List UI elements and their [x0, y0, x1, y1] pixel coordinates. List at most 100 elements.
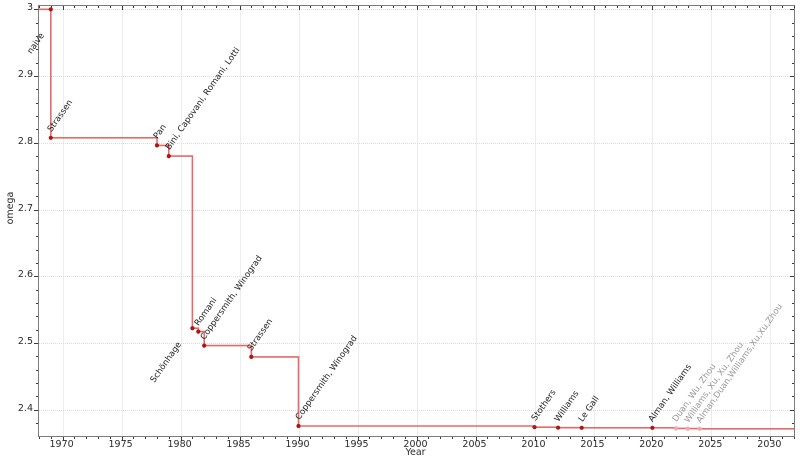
x-tick-top: [62, 6, 64, 10]
x-tick: [62, 437, 64, 441]
x-tick: [381, 437, 383, 439]
x-tick: [499, 437, 501, 439]
y-gridline: [39, 142, 794, 144]
y-tick-right: [790, 409, 794, 411]
data-point: [249, 354, 254, 359]
y-tick-right: [792, 116, 794, 118]
y-tick-right: [792, 423, 794, 424]
y-tick: [36, 249, 38, 251]
y-tick-right: [792, 316, 794, 318]
x-tick: [322, 437, 324, 439]
y-tick-label: 2.5: [17, 335, 33, 347]
x-gridline: [357, 6, 359, 436]
y-tick: [34, 142, 38, 144]
x-tick: [605, 437, 607, 439]
x-gridline: [298, 6, 300, 436]
x-gridline: [475, 6, 477, 436]
x-tick-top: [723, 6, 725, 8]
x-tick-top: [794, 6, 795, 8]
series-canvas: [39, 7, 794, 431]
x-tick-top: [86, 6, 88, 8]
x-tick-label: 1990: [285, 439, 310, 450]
x-tick: [735, 437, 736, 439]
y-tick: [36, 316, 38, 318]
y-tick: [36, 396, 38, 398]
y-tick-right: [790, 9, 794, 11]
y-tick: [36, 129, 38, 131]
y-tick: [36, 222, 38, 224]
x-tick: [133, 437, 135, 439]
y-tick-right: [792, 289, 794, 291]
x-tick-top: [180, 6, 182, 10]
plot-area: naive Strassen Pan Bini, Capovani, Romani, …: [25, 5, 795, 441]
x-tick: [357, 437, 359, 441]
x-tick: [534, 437, 536, 441]
x-tick: [369, 437, 371, 439]
x-tick-top: [546, 6, 548, 8]
x-tick-top: [522, 6, 524, 8]
x-tick: [770, 437, 772, 441]
y-tick-right: [792, 196, 794, 198]
y-tick: [36, 36, 38, 37]
y-tick-label: 2.4: [17, 402, 33, 414]
x-tick-top: [50, 6, 52, 8]
y-tick-right: [792, 22, 794, 24]
x-tick: [50, 437, 52, 439]
y-tick-label: 2.7: [17, 202, 33, 214]
x-tick: [109, 437, 111, 439]
x-tick-top: [369, 6, 371, 8]
x-tick-top: [274, 6, 276, 8]
data-point: [202, 343, 207, 348]
y-tick: [34, 342, 38, 344]
data-point: [532, 425, 537, 430]
x-tick: [510, 437, 512, 439]
x-tick-top: [109, 6, 111, 8]
x-tick: [39, 437, 40, 439]
y-tick-right: [792, 329, 794, 331]
x-tick: [239, 437, 241, 441]
y-gridline: [39, 409, 794, 411]
x-tick-label: 2000: [403, 439, 428, 450]
x-tick-label: 1975: [108, 439, 133, 450]
x-tick-top: [664, 6, 666, 8]
y-tick: [36, 289, 38, 291]
x-tick-top: [251, 6, 253, 8]
x-tick: [157, 437, 158, 439]
x-tick: [98, 437, 99, 439]
x-gridline: [711, 6, 713, 436]
x-tick: [263, 437, 265, 439]
y-tick: [36, 356, 38, 358]
x-tick: [676, 437, 677, 439]
y-tick-right: [792, 262, 794, 264]
x-tick-top: [204, 6, 206, 8]
x-tick-top: [168, 6, 170, 8]
x-tick-top: [451, 6, 453, 8]
x-tick-top: [322, 6, 324, 8]
y-tick-right: [792, 236, 794, 238]
x-tick: [782, 437, 784, 439]
x-tick-label: 2010: [521, 439, 546, 450]
y-tick: [36, 22, 38, 24]
x-tick: [227, 437, 229, 439]
x-tick: [687, 437, 689, 439]
y-tick: [34, 76, 38, 78]
x-tick-top: [735, 6, 736, 8]
x-tick-top: [770, 6, 772, 10]
y-tick-right: [792, 129, 794, 131]
x-tick-top: [416, 6, 418, 10]
y-tick: [36, 383, 38, 384]
y-tick: [36, 329, 38, 331]
x-tick-top: [74, 6, 76, 8]
x-tick-top: [298, 6, 300, 10]
x-tick-top: [758, 6, 760, 8]
data-point: [685, 426, 690, 431]
x-tick: [392, 437, 394, 439]
x-tick-top: [392, 6, 394, 8]
x-gridline: [593, 6, 595, 436]
data-point: [196, 329, 201, 334]
y-tick: [36, 102, 38, 104]
y-gridline: [39, 209, 794, 211]
x-tick-top: [746, 6, 748, 8]
x-gridline: [180, 6, 182, 436]
